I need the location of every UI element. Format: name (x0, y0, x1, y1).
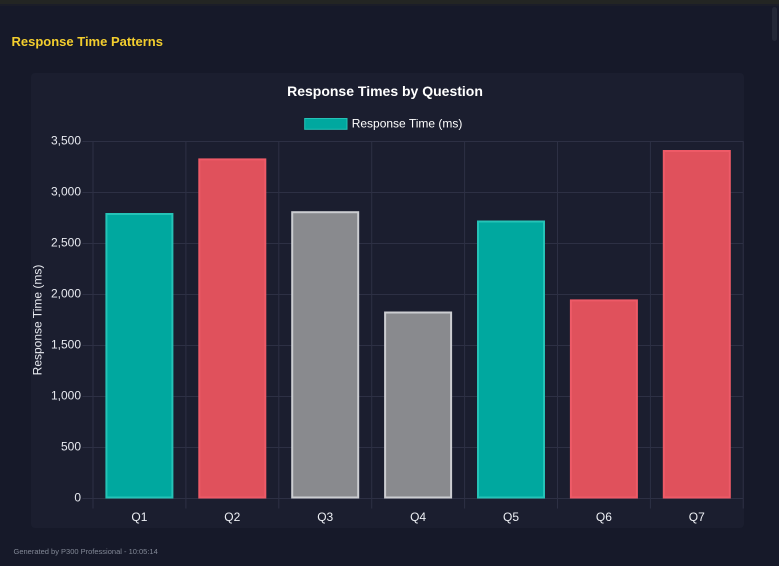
svg-text:Q7: Q7 (689, 510, 705, 524)
svg-text:2,000: 2,000 (51, 287, 81, 301)
svg-text:2,500: 2,500 (51, 236, 81, 250)
svg-text:Response Times by Question: Response Times by Question (287, 83, 483, 99)
svg-text:Response Time (ms): Response Time (ms) (31, 265, 45, 376)
svg-text:Q6: Q6 (596, 510, 612, 524)
svg-text:Q3: Q3 (317, 510, 333, 524)
svg-text:3,500: 3,500 (51, 134, 81, 148)
svg-text:Q2: Q2 (224, 510, 240, 524)
svg-text:Q5: Q5 (503, 510, 519, 524)
svg-text:Q1: Q1 (131, 510, 147, 524)
svg-text:Response Time (ms): Response Time (ms) (352, 117, 463, 131)
svg-text:0: 0 (74, 491, 81, 505)
svg-text:1,500: 1,500 (51, 338, 81, 352)
svg-text:Generated by P300 Professional: Generated by P300 Professional - 10:05:1… (14, 547, 158, 556)
svg-text:1,000: 1,000 (51, 389, 81, 403)
svg-text:3,000: 3,000 (51, 185, 81, 199)
svg-text:500: 500 (61, 440, 81, 454)
svg-text:Q4: Q4 (410, 510, 426, 524)
svg-text:Response Time Patterns: Response Time Patterns (12, 34, 163, 49)
